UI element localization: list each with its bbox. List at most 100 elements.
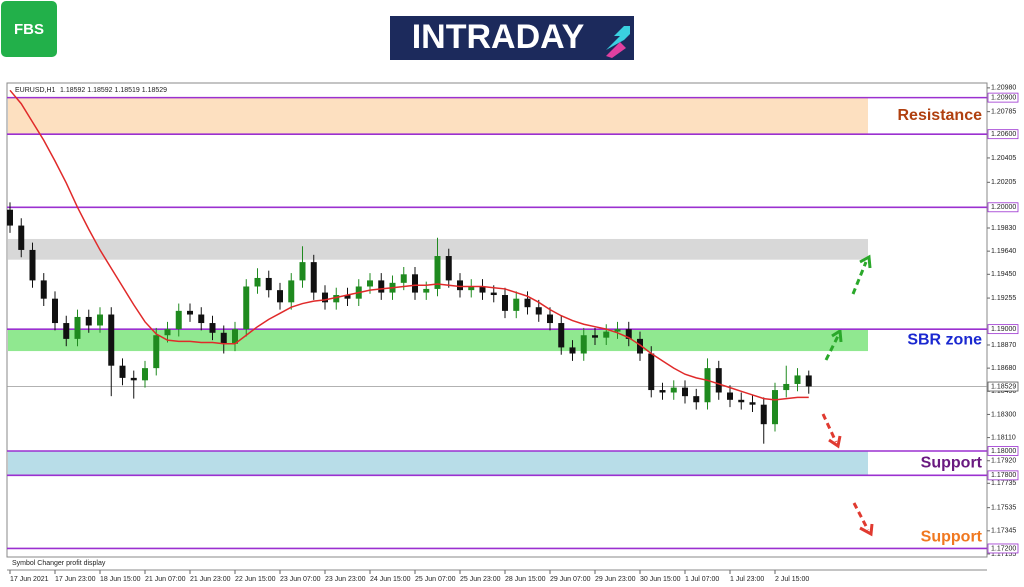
level-label: 1.17800 [991, 472, 1016, 479]
y-tick-label: 1.19255 [991, 295, 1016, 302]
candle-body [310, 262, 317, 293]
level-label-box [987, 543, 1019, 554]
candle-body [558, 323, 565, 348]
level-label: 1.18000 [991, 448, 1016, 455]
candle-body [659, 390, 666, 393]
candle-body [569, 347, 576, 354]
candle-body [682, 387, 688, 397]
candle-body [625, 329, 632, 339]
candle-body [175, 310, 182, 330]
candle-body [265, 277, 272, 291]
x-tick-label: 23 Jun 07:00 [280, 576, 321, 583]
x-tick-label: 17 Jun 23:00 [55, 576, 96, 583]
candle-body [502, 295, 508, 311]
x-tick-label: 25 Jun 07:00 [415, 576, 456, 583]
x-tick-label: 23 Jun 23:00 [325, 576, 366, 583]
zone-label: Resistance [898, 107, 983, 124]
candle-body [772, 390, 778, 425]
arrows [821, 254, 874, 537]
candle-body [40, 280, 47, 299]
candle-body [468, 286, 475, 291]
candle-body [749, 402, 756, 405]
zone [8, 329, 868, 352]
candle-body [220, 332, 227, 344]
y-tick-label: 1.20205 [991, 179, 1016, 186]
x-tick-label: 29 Jun 07:00 [550, 576, 591, 583]
x-tick-label: 24 Jun 15:00 [370, 576, 411, 583]
x-tick-label: 1 Jul 07:00 [685, 576, 719, 583]
candle-body [18, 225, 25, 250]
x-tick-label: 2 Jul 15:00 [775, 576, 809, 583]
candle-body [693, 396, 700, 403]
candle-body [97, 314, 103, 326]
candle-body [479, 286, 486, 293]
banner-icon [606, 26, 630, 50]
x-tick-label: 18 Jun 15:00 [100, 576, 141, 583]
y-tick-label: 1.17735 [991, 480, 1016, 487]
candle-body [524, 298, 531, 308]
y-tick-label: 1.18870 [991, 342, 1016, 349]
logo-box [1, 1, 57, 57]
candle-body [783, 383, 790, 391]
x-tick-label: 30 Jun 15:00 [640, 576, 681, 583]
candle-body [187, 310, 193, 315]
current-price-box [987, 381, 1019, 392]
candle-body [344, 295, 351, 299]
candle-body [434, 256, 441, 289]
y-tick-label: 1.18680 [991, 365, 1016, 372]
candle-body [423, 288, 430, 293]
level-label: 1.20600 [991, 131, 1016, 138]
candle-body [704, 368, 711, 403]
candle-body [7, 209, 13, 226]
y-tick-label: 1.17920 [991, 458, 1016, 465]
y-tick-label: 1.18490 [991, 388, 1016, 395]
candle-body [580, 335, 587, 354]
candle-body [232, 329, 238, 344]
candle-body [243, 286, 250, 330]
symbol: EURUSD,H1 [15, 87, 56, 94]
y-tick-label: 1.17535 [991, 504, 1016, 511]
y-tick-label: 1.19640 [991, 248, 1016, 255]
x-tick-label: 29 Jun 23:00 [595, 576, 636, 583]
quote: 1.18592 1.18592 1.18519 1.18529 [60, 87, 167, 94]
candle-body [52, 298, 58, 324]
zone [8, 450, 868, 476]
candle-body [670, 387, 677, 393]
candle-body [130, 377, 137, 381]
candle-body [603, 331, 610, 338]
y-tick-label: 1.20405 [991, 155, 1016, 162]
candle-body [547, 314, 553, 324]
candle-body [288, 280, 295, 303]
candle-body [333, 295, 340, 303]
candle-body [367, 280, 373, 287]
banner-icon [606, 42, 626, 58]
level-label-box [987, 129, 1019, 140]
candle-body [378, 280, 385, 293]
level-label: 1.17200 [991, 545, 1016, 552]
x-tick-label: 21 Jun 23:00 [190, 576, 231, 583]
candle-body [29, 249, 36, 281]
y-tick-label: 1.17155 [991, 551, 1016, 558]
x-tick-label: 17 Jun 2021 [10, 576, 49, 583]
candle-body [412, 274, 418, 293]
x-tick-label: 25 Jun 23:00 [460, 576, 501, 583]
level-label: 1.20900 [991, 94, 1016, 101]
candle-body [637, 338, 643, 354]
candle-body [805, 375, 812, 387]
banner: INTRADAY [412, 18, 585, 56]
candle-body [74, 316, 81, 339]
x-tick-label: 1 Jul 23:00 [730, 576, 764, 583]
candle-body [794, 375, 801, 384]
candle-body [614, 329, 621, 332]
candle-body [277, 290, 283, 303]
candle-body [760, 404, 767, 425]
candle-body [400, 274, 407, 283]
zone-label: Support [921, 454, 983, 471]
logo: FBS [14, 21, 44, 38]
candle-body [445, 256, 452, 281]
x-tick-label: 22 Jun 15:00 [235, 576, 276, 583]
candle-body [63, 323, 70, 339]
x-tick-label: 28 Jun 15:00 [505, 576, 546, 583]
level-label-box [987, 92, 1019, 103]
